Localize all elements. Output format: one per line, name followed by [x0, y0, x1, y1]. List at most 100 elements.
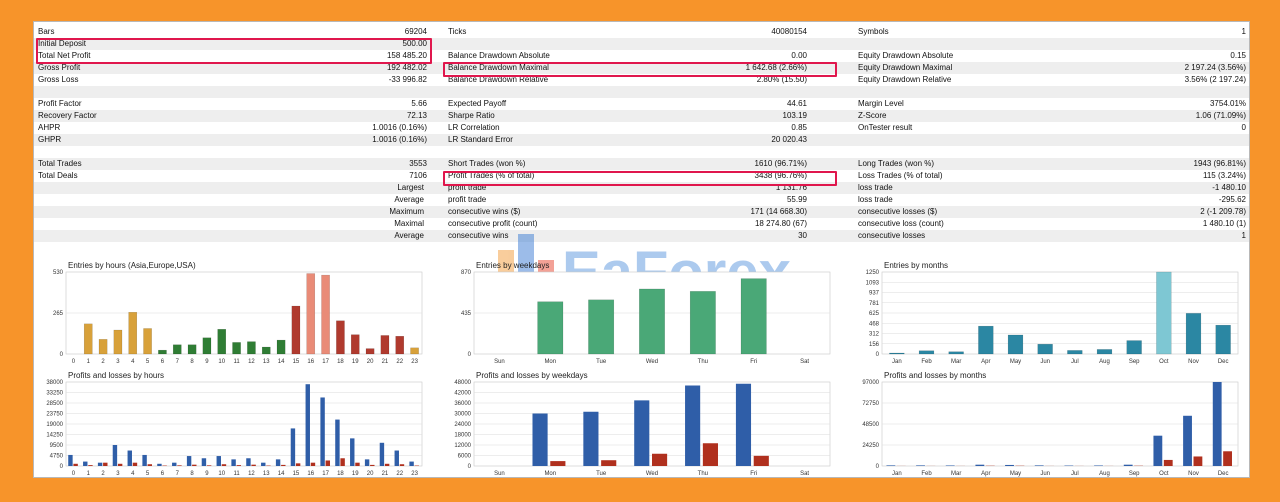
x-tick-label: Thu — [698, 471, 708, 477]
bar — [1007, 334, 1024, 355]
stat-value: 115 (3.24%) — [1203, 171, 1246, 180]
bar — [550, 461, 566, 466]
stats-row: AHPR 1.0016 (0.16%) LR Correlation 0.85 OnTe… — [34, 122, 1249, 134]
y-tick-label: 30000 — [454, 412, 471, 418]
stat-label: Maximal — [394, 219, 424, 228]
stat-value — [184, 218, 427, 230]
bar — [1215, 324, 1231, 355]
x-tick-label: Sep — [1129, 359, 1140, 365]
y-tick-label: 870 — [461, 270, 472, 276]
y-tick-label: 0 — [60, 464, 64, 470]
x-tick-label: 8 — [190, 359, 194, 365]
y-tick-label: 97000 — [862, 380, 879, 386]
x-tick-label: Apr — [981, 471, 990, 477]
x-tick-label: 7 — [176, 471, 180, 477]
bar — [702, 443, 718, 466]
stat-value: 1 — [1241, 231, 1246, 240]
bar — [975, 464, 985, 466]
bar — [295, 463, 301, 466]
bar — [83, 323, 93, 355]
stat-label: Largest — [397, 183, 424, 192]
x-tick-label: Tue — [596, 471, 607, 477]
y-tick-label: 0 — [60, 352, 64, 358]
stat-label: Expected Payoff — [448, 99, 507, 108]
x-tick-label: Jul — [1071, 471, 1079, 477]
bar — [639, 288, 665, 355]
bar — [350, 438, 355, 466]
bar — [1123, 464, 1133, 466]
bar — [325, 460, 330, 466]
stat-label: profit trade — [448, 183, 487, 192]
x-tick-label: Wed — [646, 471, 658, 477]
chart-profits-losses-by-months: Profits and losses by months 97000 72750 48… — [862, 371, 1239, 477]
bar — [1193, 456, 1203, 466]
x-tick-label: 12 — [248, 471, 255, 477]
y-tick-label: 1093 — [866, 280, 880, 286]
stat-value — [984, 146, 1246, 158]
bar — [395, 336, 405, 355]
bar — [1005, 464, 1014, 466]
stat-value: 103.19 — [782, 111, 807, 120]
bar — [132, 462, 138, 466]
stats-table: Bars 69204 Ticks 40080154 Symbols 1 Initial De… — [34, 26, 1249, 252]
stat-label: consecutive losses ($) — [858, 207, 938, 216]
x-tick-label: 9 — [205, 359, 209, 365]
stat-value: 1.0016 (0.16%) — [372, 135, 427, 144]
bar — [365, 348, 375, 355]
x-tick-label: 2 — [101, 359, 105, 365]
y-tick-label: 625 — [869, 311, 880, 317]
x-tick-label: 9 — [205, 471, 209, 477]
x-tick-label: Mon — [544, 359, 556, 365]
bar — [1034, 465, 1044, 466]
bar — [918, 350, 935, 355]
stat-label: LR Standard Error — [448, 135, 513, 144]
x-tick-label: 11 — [233, 471, 240, 477]
stat-value — [184, 86, 427, 98]
stat-value: 18 274.80 (67) — [754, 219, 807, 228]
x-tick-label: 17 — [322, 471, 329, 477]
stat-value: 1.06 (71.09%) — [1195, 111, 1246, 120]
stats-row — [34, 86, 1249, 98]
stat-value: 40080154 — [771, 27, 807, 36]
stat-label: Bars — [38, 27, 55, 36]
stat-label: Average — [394, 231, 424, 240]
stat-label: Loss Trades (% of total) — [858, 171, 943, 180]
bar — [221, 464, 227, 466]
chart-title: Profits and losses by hours — [68, 371, 164, 380]
bar — [73, 463, 78, 466]
bar — [261, 346, 271, 355]
stat-label: Balance Drawdown Relative — [448, 75, 549, 84]
stat-value: -33 996.82 — [388, 75, 427, 84]
bar — [186, 456, 192, 466]
bar — [113, 329, 123, 355]
stat-label: GHPR — [38, 135, 62, 144]
bar — [409, 461, 414, 466]
x-tick-label: 13 — [263, 471, 270, 477]
x-tick-label: 20 — [367, 471, 374, 477]
bar — [320, 397, 325, 466]
stat-value: 1 131.76 — [775, 183, 807, 192]
bar — [537, 301, 564, 355]
bar — [948, 351, 964, 355]
x-tick-label: 23 — [411, 359, 418, 365]
stat-label: Balance Drawdown Absolute — [448, 51, 550, 60]
stat-label: Margin Level — [858, 99, 904, 108]
x-tick-label: Jun — [1040, 359, 1050, 365]
y-tick-label: 1250 — [866, 270, 880, 276]
bar — [350, 334, 360, 355]
bar — [202, 337, 212, 355]
stat-value: 72.13 — [406, 111, 427, 120]
x-tick-label: 0 — [72, 359, 76, 365]
stat-label: consecutive profit (count) — [448, 219, 538, 228]
stat-value: 192 482.02 — [386, 63, 427, 72]
stat-label: Short Trades (won %) — [448, 159, 526, 168]
x-tick-label: Apr — [981, 359, 990, 365]
stat-label: Profit Factor — [38, 99, 82, 108]
stats-row: Total Trades 3553 Short Trades (won %) 1610… — [34, 158, 1249, 170]
x-tick-label: 2 — [101, 471, 105, 477]
stats-row: Average consecutive wins 30 consecutive los… — [34, 230, 1249, 242]
bar — [216, 456, 221, 466]
stats-row: Average profit trade 55.99 loss trade -295.6… — [34, 194, 1249, 206]
bar — [143, 328, 152, 355]
stat-label: Z-Score — [858, 111, 887, 120]
